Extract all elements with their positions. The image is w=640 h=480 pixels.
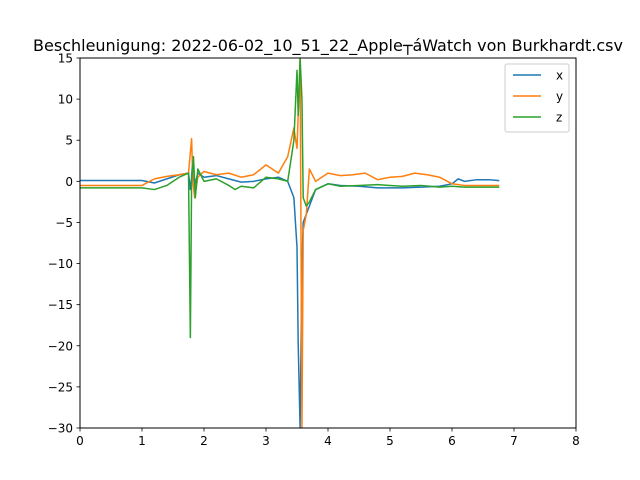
y-tick-label: −30 (48, 422, 73, 436)
y-tick-label: −25 (48, 380, 73, 394)
x-axis: 0 1 2 3 4 5 6 7 8 (76, 428, 580, 448)
x-tick-label: 1 (138, 434, 146, 448)
x-tick-label: 8 (572, 434, 580, 448)
legend-label-z: z (556, 111, 562, 125)
y-tick-label: 0 (65, 175, 73, 189)
y-tick-label: 10 (58, 93, 73, 107)
plot-frame (79, 57, 577, 429)
y-axis: 15 10 5 0 −5 −10 −15 −20 −25 −30 (48, 52, 80, 436)
series-line-x (80, 155, 500, 428)
x-tick-label: 5 (386, 434, 394, 448)
series-line-z (80, 58, 500, 339)
chart-title: Beschleunigung: 2022-06-02_10_51_22_Appl… (33, 36, 623, 56)
legend: xyz (504, 63, 570, 133)
legend-label-x: x (556, 69, 563, 83)
y-tick-label: −10 (48, 257, 73, 271)
x-tick-label: 0 (76, 434, 84, 448)
x-tick-label: 2 (200, 434, 208, 448)
legend-label-y: y (556, 90, 563, 104)
x-tick-label: 7 (510, 434, 518, 448)
series-line-y (80, 58, 500, 428)
y-tick-label: −15 (48, 298, 73, 312)
x-tick-label: 6 (448, 434, 456, 448)
y-tick-label: 15 (58, 52, 73, 66)
y-tick-label: 5 (65, 134, 73, 148)
y-tick-label: −5 (55, 216, 73, 230)
legend-box (504, 63, 570, 133)
series-layer (80, 58, 500, 428)
x-tick-label: 3 (262, 434, 270, 448)
x-tick-label: 4 (324, 434, 332, 448)
y-tick-label: −20 (48, 339, 73, 353)
